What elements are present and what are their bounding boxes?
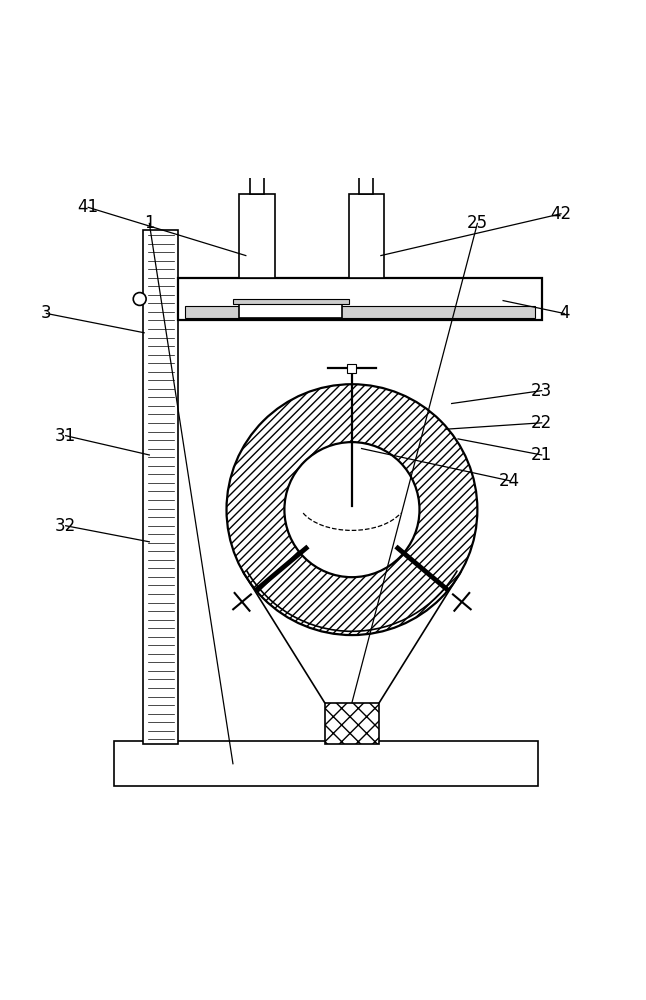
Text: 41: 41 (78, 198, 99, 216)
Text: 3: 3 (41, 304, 52, 322)
Text: 31: 31 (55, 427, 76, 445)
Bar (233, 299, 349, 304)
Text: 1: 1 (144, 214, 154, 232)
Text: 22: 22 (531, 414, 552, 432)
Bar (178, 278, 542, 320)
Text: 4: 4 (559, 304, 570, 322)
Bar (359, 159, 373, 194)
Text: 25: 25 (467, 214, 488, 232)
Text: 24: 24 (499, 472, 520, 490)
Bar (114, 741, 539, 786)
Text: 23: 23 (531, 382, 552, 400)
Bar (349, 194, 384, 278)
Circle shape (227, 384, 477, 635)
Text: 32: 32 (55, 517, 76, 535)
Bar (324, 703, 379, 744)
Text: 42: 42 (550, 205, 572, 223)
Bar (250, 159, 264, 194)
Bar (240, 304, 342, 318)
Circle shape (284, 442, 419, 577)
Bar (348, 364, 357, 373)
Bar (185, 306, 536, 318)
Bar (240, 194, 275, 278)
Text: 21: 21 (531, 446, 552, 464)
Circle shape (133, 293, 146, 305)
Bar (143, 230, 178, 744)
